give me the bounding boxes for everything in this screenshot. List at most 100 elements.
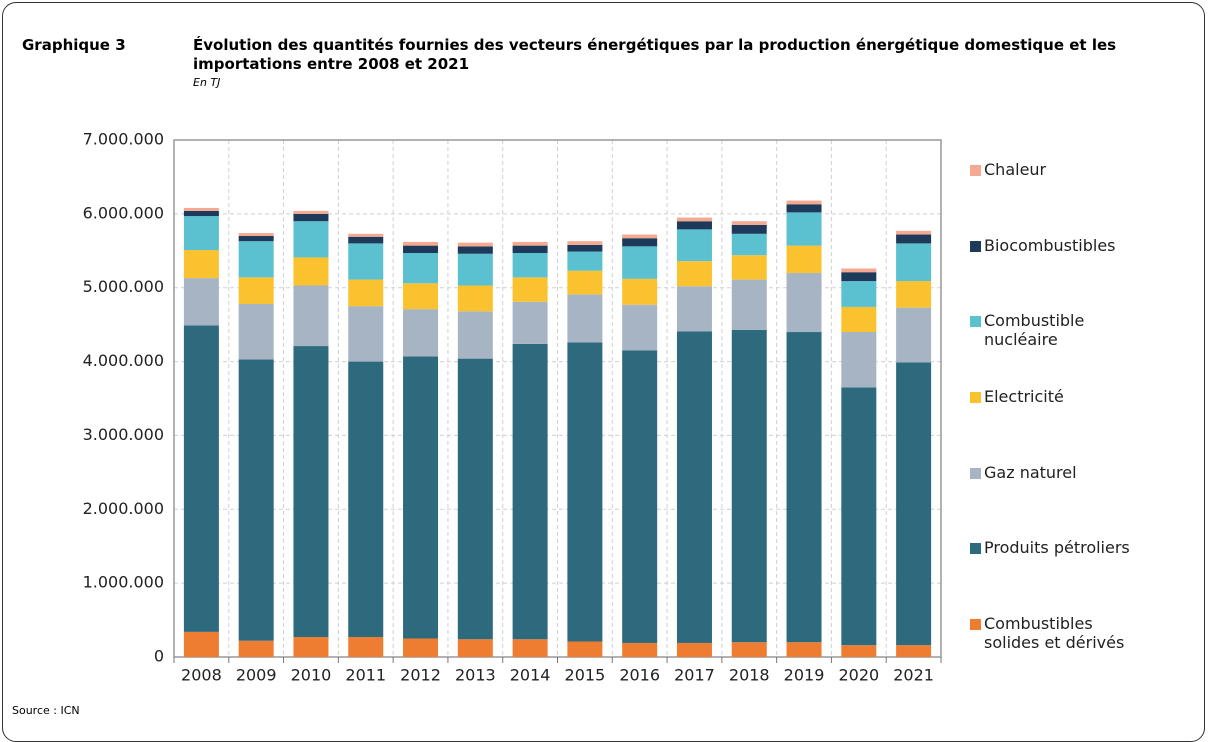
legend-label: Electricité	[984, 386, 1064, 406]
x-tick-label: 2018	[729, 666, 770, 685]
x-tick-label: 2008	[181, 666, 222, 685]
legend-swatch	[970, 165, 981, 176]
bar-segment	[348, 279, 384, 307]
bar-segment	[403, 638, 439, 657]
bar-segment	[622, 278, 658, 305]
bar-segment	[841, 281, 877, 307]
y-tick-label: 3.000.000	[83, 425, 164, 444]
legend: Combustibles solides et dérivés Produits …	[970, 160, 1180, 670]
legend-label: Chaleur	[984, 160, 1047, 179]
bar-segment	[183, 210, 219, 217]
chart-title: Évolution des quantités fournies des vec…	[193, 36, 1117, 73]
legend-item: Combustibles solides et dérivés	[970, 614, 1180, 670]
bar-segment	[567, 270, 603, 295]
bar-segment	[403, 241, 439, 246]
bar-segment	[896, 307, 932, 363]
bar-segment	[512, 245, 548, 254]
legend-label: Gaz naturel	[984, 462, 1077, 482]
legend-item: Combustible nucléaire	[970, 311, 1180, 367]
bar-segment	[896, 645, 932, 657]
bar-segment	[348, 233, 384, 237]
bar-segment	[841, 268, 877, 273]
legend-swatch	[970, 618, 981, 630]
x-tick-label: 2019	[784, 666, 825, 685]
legend-item: Produits pétroliers	[970, 538, 1180, 594]
bar-segment	[786, 245, 822, 273]
bar-segment	[348, 361, 384, 638]
bar-segment	[731, 642, 767, 657]
bar-segment	[293, 257, 329, 286]
bar-segment	[238, 303, 274, 360]
bar-segment	[348, 243, 384, 280]
bar-segment	[841, 306, 877, 333]
bar-segment	[731, 224, 767, 234]
bar-segment	[457, 358, 493, 640]
bar-segment	[293, 285, 329, 347]
bar-segment	[731, 329, 767, 643]
bar-segment	[238, 241, 274, 278]
bar-segment	[183, 278, 219, 326]
bar-segment	[183, 631, 219, 657]
bar-segment	[293, 221, 329, 258]
bar-segment	[731, 255, 767, 280]
bar-segment	[567, 251, 603, 271]
bar-segment	[567, 241, 603, 245]
x-tick-label: 2009	[236, 666, 277, 685]
x-tick-label: 2016	[619, 666, 660, 685]
bar-segment	[293, 346, 329, 638]
x-tick-label: 2014	[510, 666, 551, 685]
bar-segment	[676, 217, 712, 222]
bar-segment	[567, 244, 603, 252]
y-tick-label: 1.000.000	[83, 573, 164, 592]
bar-segment	[457, 242, 493, 247]
bar-segment	[676, 642, 712, 657]
bar-segment	[841, 387, 877, 646]
y-tick-label: 0	[154, 647, 164, 666]
x-tick-label: 2011	[345, 666, 386, 685]
bar-segment	[676, 286, 712, 332]
bar-segment	[512, 253, 548, 278]
bar-segment	[457, 246, 493, 254]
legend-swatch	[970, 316, 981, 328]
bar-segment	[786, 332, 822, 643]
y-tick-label: 5.000.000	[83, 277, 164, 296]
source: Source : ICN	[12, 704, 80, 717]
bar-segment	[183, 325, 219, 632]
legend-swatch	[970, 467, 981, 479]
legend-item: Gaz naturel	[970, 463, 1180, 519]
bar-segment	[512, 343, 548, 640]
x-tick-label: 2017	[674, 666, 715, 685]
bar-segment	[457, 311, 493, 359]
bar-segment	[567, 342, 603, 642]
y-tick-label: 4.000.000	[83, 351, 164, 370]
bar-segment	[622, 238, 658, 247]
bar-segment	[403, 309, 439, 357]
y-tick-label: 7.000.000	[83, 130, 164, 149]
bar-segment	[348, 236, 384, 244]
x-tick-label: 2021	[893, 666, 934, 685]
bar-segment	[457, 285, 493, 312]
legend-swatch	[970, 543, 981, 555]
bar-segment	[348, 306, 384, 362]
chart-subtitle: En TJ	[193, 76, 221, 89]
bar-segment	[403, 253, 439, 284]
bar-segment	[238, 233, 274, 237]
bar-segment	[293, 210, 329, 214]
legend-swatch	[970, 240, 981, 252]
bar-segment	[238, 640, 274, 657]
bar-segment	[183, 250, 219, 279]
bar-segment	[512, 301, 548, 344]
bar-segment	[896, 362, 932, 646]
bar-segment	[512, 241, 548, 246]
bar-segment	[622, 234, 658, 239]
bar-segment	[786, 642, 822, 657]
bar-segment	[841, 272, 877, 282]
bar-segment	[676, 221, 712, 230]
bar-segment	[896, 243, 932, 282]
bar-segment	[841, 645, 877, 657]
bar-segment	[238, 359, 274, 641]
y-tick-label: 6.000.000	[83, 203, 164, 222]
bar-segment	[512, 639, 548, 657]
bar-segment	[293, 637, 329, 657]
